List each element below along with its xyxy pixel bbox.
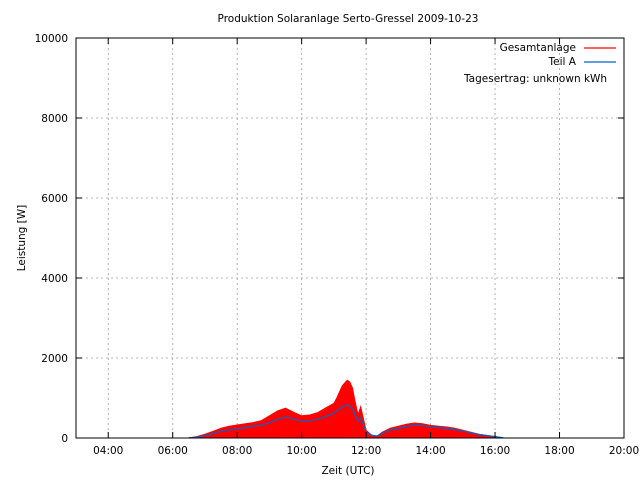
y-tick-label: 8000 — [41, 113, 68, 125]
series-teil-a-line — [188, 404, 504, 439]
legend-label-gesamtanlage: Gesamtanlage — [500, 42, 576, 54]
chart-title: Produktion Solaranlage Serto-Gressel 200… — [218, 13, 479, 25]
y-tick-label: 0 — [61, 433, 68, 445]
x-tick-label: 16:00 — [480, 445, 510, 457]
daily-yield-annotation: Tagesertrag: unknown kWh — [463, 73, 607, 85]
x-tick-label: 12:00 — [351, 445, 381, 457]
x-axis-label: Zeit (UTC) — [321, 465, 374, 477]
y-tick-label: 10000 — [35, 33, 68, 45]
x-tick-label: 10:00 — [287, 445, 317, 457]
x-tick-label: 08:00 — [222, 445, 252, 457]
x-tick-label: 04:00 — [93, 445, 123, 457]
y-axis-label: Leistung [W] — [16, 205, 28, 272]
plot-frame — [75, 37, 625, 439]
y-tick-label: 6000 — [41, 193, 68, 205]
y-tick-label: 2000 — [41, 353, 68, 365]
x-tick-label: 06:00 — [158, 445, 188, 457]
legend-label-teil-a: Teil A — [548, 56, 577, 68]
legend: Gesamtanlage Teil A — [500, 42, 616, 68]
x-tick-label: 18:00 — [544, 445, 574, 457]
plot-area — [188, 379, 504, 439]
x-tick-label: 14:00 — [415, 445, 445, 457]
grid — [76, 38, 624, 438]
y-tick-label: 4000 — [41, 273, 68, 285]
axes: 04:00 06:00 08:00 10:00 12:00 14:00 16:00 18:00… — [35, 33, 640, 457]
x-tick-label: 20:00 — [609, 445, 639, 457]
